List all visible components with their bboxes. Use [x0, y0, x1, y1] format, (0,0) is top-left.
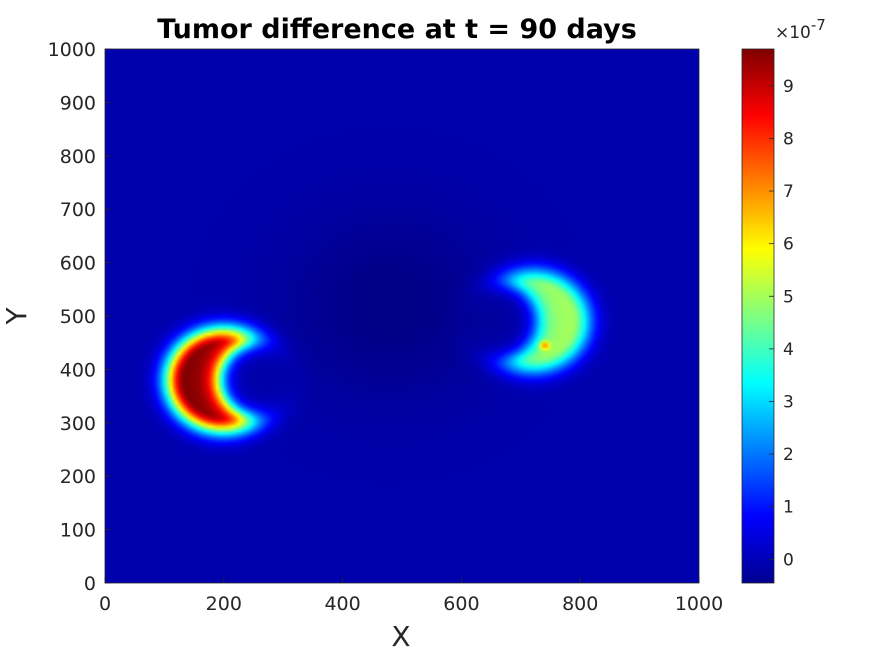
y-tick-label: 200	[60, 466, 96, 488]
colorbar-tick-label: 7	[783, 182, 794, 202]
y-tick-label: 700	[60, 199, 96, 221]
x-tick-label: 1000	[675, 593, 723, 615]
colorbar-tick-label: 3	[783, 392, 794, 412]
y-tick-label: 400	[60, 359, 96, 381]
colorbar-tick-label: 6	[783, 235, 794, 255]
y-axis: 0 100 200 300 400 500 600 700 800 900 1000	[48, 39, 111, 595]
x-axis-label: X	[391, 620, 410, 653]
x-tick-label: 600	[443, 593, 479, 615]
x-tick-label: 400	[324, 593, 360, 615]
y-tick-label: 600	[60, 253, 96, 275]
x-tick-label: 800	[562, 593, 598, 615]
colorbar-tick-label: 1	[783, 498, 794, 518]
colorbar-exponent: ×10-7	[775, 16, 826, 43]
y-tick-label: 1000	[48, 39, 96, 61]
colorbar	[741, 48, 775, 584]
x-tick-label: 0	[99, 593, 111, 615]
colorbar-tick-label: 0	[783, 550, 794, 570]
chart-title: Tumor difference at t = 90 days	[157, 14, 637, 45]
colorbar-tick-label: 9	[783, 77, 794, 97]
y-tick-label: 300	[60, 413, 96, 435]
y-tick-label: 0	[84, 573, 96, 595]
y-tick-label: 800	[60, 146, 96, 168]
y-tick-label: 100	[60, 520, 96, 542]
y-tick-label: 500	[60, 306, 96, 328]
colorbar-tick-label: 4	[783, 340, 794, 360]
colorbar-tick-label: 5	[783, 287, 794, 307]
y-axis-label: Y	[0, 307, 33, 326]
colorbar-tick-label: 8	[783, 129, 794, 149]
colorbar-tick-label: 2	[783, 445, 794, 465]
x-tick-label: 200	[206, 593, 242, 615]
y-tick-label: 900	[60, 92, 96, 114]
heatmap-image	[105, 49, 699, 583]
colorbar-axis: 0 1 2 3 4 5 6 7 8 9	[769, 77, 794, 570]
x-axis: 0 200 400 600 800 1000	[99, 577, 723, 615]
